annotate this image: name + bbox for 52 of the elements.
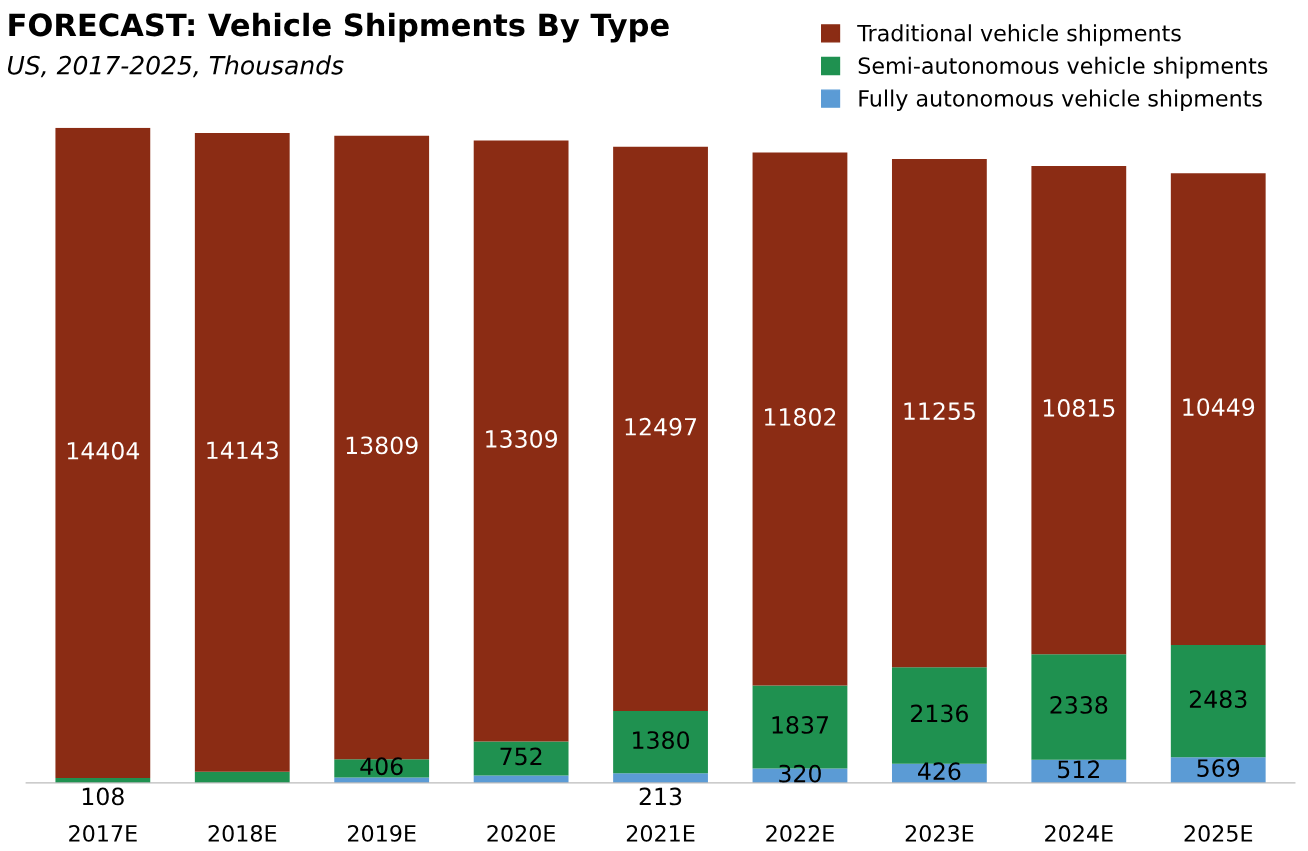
bar xyxy=(613,710,708,774)
bar xyxy=(613,773,708,783)
data-label: 406 xyxy=(360,757,403,776)
legend-label: Semi-autonomous vehicle shipments xyxy=(858,56,1268,79)
data-label: 14404 xyxy=(67,441,140,460)
x-tick-label: 2023E xyxy=(905,824,974,842)
data-label: 11802 xyxy=(765,408,836,426)
data-label: 11255 xyxy=(904,402,975,420)
data-label: 2483 xyxy=(1189,690,1247,709)
x-tick-label: 2022E xyxy=(766,824,834,842)
legend-label: Fully autonomous vehicle shipments xyxy=(859,89,1262,111)
bar xyxy=(891,159,987,668)
x-tick-label: 2020E xyxy=(487,824,555,842)
data-label: 108 xyxy=(82,787,124,806)
data-label: 569 xyxy=(1197,759,1240,777)
x-tick-label: 2018E xyxy=(208,824,277,842)
x-tick-label: 2021E xyxy=(626,824,695,842)
data-label: 12497 xyxy=(625,417,697,436)
bar xyxy=(473,775,569,783)
bar xyxy=(1031,165,1127,655)
bar xyxy=(613,146,708,711)
chart-subtitle: US, 2017-2025, Thousands xyxy=(7,55,344,78)
bar xyxy=(1170,645,1266,758)
data-label: 10815 xyxy=(1043,399,1115,417)
bar xyxy=(473,741,569,776)
data-label: 10449 xyxy=(1183,398,1255,417)
data-label: 13809 xyxy=(346,436,418,455)
data-label: 13309 xyxy=(486,430,558,448)
data-label: 213 xyxy=(639,787,682,806)
data-label: 1837 xyxy=(772,715,828,734)
data-label: 426 xyxy=(918,762,961,781)
legend-label: Traditional vehicle shipments xyxy=(857,24,1181,46)
data-label: 14143 xyxy=(207,441,278,460)
bar xyxy=(1031,654,1127,760)
bar xyxy=(194,133,290,772)
data-label: 2338 xyxy=(1050,696,1108,714)
x-tick-label: 2019E xyxy=(348,824,416,842)
bar xyxy=(1170,173,1266,646)
data-label: 320 xyxy=(779,764,821,783)
x-tick-label: 2024E xyxy=(1045,824,1113,842)
x-tick-label: 2025E xyxy=(1184,824,1253,842)
data-label: 752 xyxy=(500,747,542,766)
bar xyxy=(752,152,848,686)
x-tick-label: 2017E xyxy=(69,824,137,842)
data-label: 1380 xyxy=(633,731,690,749)
bar xyxy=(334,759,430,778)
chart-title: FORECAST: Vehicle Shipments By Type xyxy=(9,12,669,43)
bar xyxy=(473,140,569,742)
data-label: 2136 xyxy=(911,704,968,723)
bar xyxy=(55,127,151,779)
bar xyxy=(891,667,987,764)
data-label: 512 xyxy=(1058,760,1099,779)
